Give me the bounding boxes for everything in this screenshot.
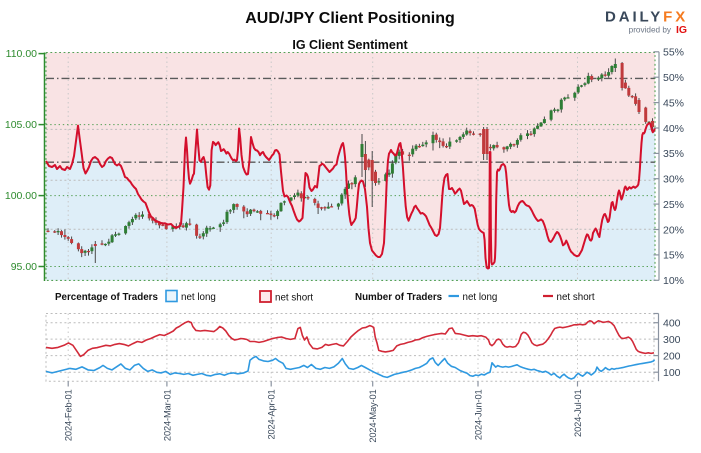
svg-text:net long: net long [463, 292, 498, 303]
svg-text:DAILYFX: DAILYFX [605, 9, 688, 26]
svg-text:95.00: 95.00 [11, 261, 37, 273]
svg-text:110.00: 110.00 [6, 48, 37, 60]
svg-text:30%: 30% [663, 174, 684, 186]
svg-text:IG: IG [676, 24, 687, 36]
svg-text:net short: net short [557, 292, 595, 303]
svg-text:300: 300 [663, 334, 681, 346]
svg-text:10%: 10% [663, 275, 684, 287]
svg-text:40%: 40% [663, 123, 684, 135]
svg-text:100.00: 100.00 [5, 190, 37, 202]
svg-text:2024-May-01: 2024-May-01 [368, 390, 378, 443]
svg-text:AUD/JPY Client Positioning: AUD/JPY Client Positioning [245, 10, 455, 27]
svg-text:IG Client Sentiment: IG Client Sentiment [292, 38, 408, 52]
svg-text:Percentage of Traders: Percentage of Traders [55, 292, 158, 303]
svg-text:provided by: provided by [629, 26, 672, 35]
svg-text:45%: 45% [663, 97, 684, 109]
svg-text:Number of Traders: Number of Traders [355, 292, 443, 303]
svg-text:35%: 35% [663, 148, 684, 160]
svg-text:25%: 25% [663, 199, 684, 211]
svg-text:55%: 55% [663, 47, 684, 59]
svg-text:net long: net long [181, 292, 216, 303]
svg-text:105.00: 105.00 [5, 119, 37, 131]
svg-text:100: 100 [663, 367, 681, 379]
svg-text:15%: 15% [663, 250, 684, 262]
svg-text:200: 200 [663, 350, 681, 362]
svg-text:2024-Feb-01: 2024-Feb-01 [64, 390, 74, 442]
svg-text:2024-Jul-01: 2024-Jul-01 [573, 390, 583, 437]
svg-text:2024-Mar-01: 2024-Mar-01 [162, 390, 172, 442]
svg-text:400: 400 [663, 318, 681, 330]
svg-text:2024-Jun-01: 2024-Jun-01 [474, 390, 484, 441]
svg-text:50%: 50% [663, 72, 684, 84]
svg-text:net short: net short [275, 293, 313, 304]
svg-text:2024-Apr-01: 2024-Apr-01 [267, 390, 277, 440]
svg-text:20%: 20% [663, 224, 684, 236]
